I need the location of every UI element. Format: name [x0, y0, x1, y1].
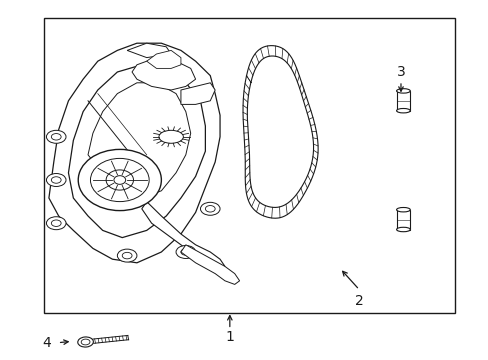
Ellipse shape [181, 249, 190, 255]
Ellipse shape [176, 246, 195, 258]
Ellipse shape [81, 339, 90, 345]
Polygon shape [142, 202, 224, 270]
Polygon shape [68, 65, 205, 238]
Ellipse shape [51, 177, 61, 183]
Polygon shape [132, 58, 195, 90]
Ellipse shape [200, 202, 220, 215]
Ellipse shape [205, 206, 215, 212]
Ellipse shape [396, 207, 409, 212]
Polygon shape [181, 245, 239, 284]
Ellipse shape [51, 134, 61, 140]
Ellipse shape [51, 220, 61, 226]
Ellipse shape [78, 149, 161, 211]
Text: 3: 3 [396, 65, 405, 79]
Polygon shape [49, 43, 220, 263]
Ellipse shape [114, 176, 125, 184]
Polygon shape [88, 83, 190, 198]
Ellipse shape [159, 130, 183, 143]
Ellipse shape [46, 174, 66, 186]
Ellipse shape [122, 252, 132, 259]
Ellipse shape [117, 249, 137, 262]
Ellipse shape [396, 108, 409, 113]
Ellipse shape [396, 227, 409, 232]
Ellipse shape [90, 158, 149, 202]
Ellipse shape [106, 170, 133, 190]
Bar [396, 210, 409, 230]
Ellipse shape [46, 130, 66, 143]
Ellipse shape [46, 217, 66, 230]
Ellipse shape [78, 337, 93, 347]
Polygon shape [127, 43, 171, 58]
Polygon shape [146, 50, 181, 68]
Ellipse shape [396, 89, 409, 93]
Bar [396, 91, 409, 111]
Text: 1: 1 [225, 330, 234, 343]
Bar [44, 18, 454, 313]
Text: 4: 4 [42, 336, 51, 350]
Text: 2: 2 [354, 294, 363, 307]
Polygon shape [181, 83, 215, 104]
